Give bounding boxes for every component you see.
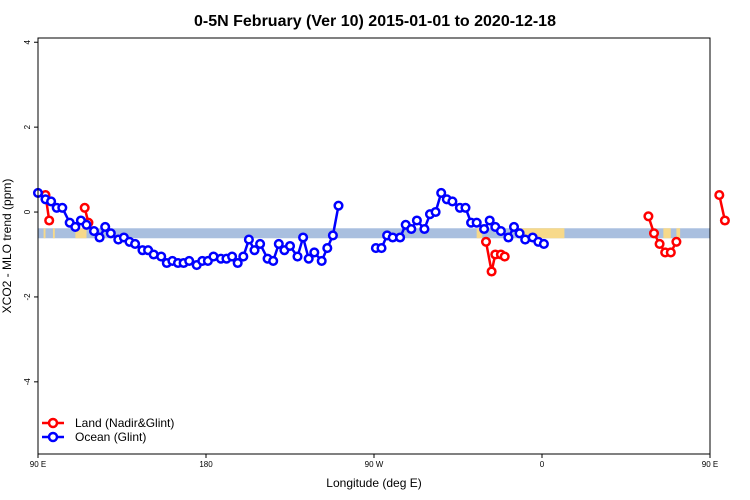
legend-land-marker: [47, 417, 59, 429]
land-coverage-segment: [476, 228, 483, 239]
ocean-data-point: [100, 221, 111, 232]
x-tick-label: 90 E: [30, 460, 46, 469]
y-axis: 4 2 0 -2 -4: [23, 39, 38, 385]
ocean-data-point: [484, 215, 495, 226]
ocean-data-point: [238, 251, 249, 262]
series-layer: [32, 187, 730, 277]
ocean-data-point: [184, 255, 195, 266]
y-tick-label: -4: [23, 378, 32, 386]
ocean-data-point: [471, 217, 482, 228]
ocean-data-point: [309, 247, 320, 258]
land-data-point: [486, 266, 497, 277]
y-axis-label: XCO2 - MLO trend (ppm): [0, 179, 14, 314]
land-data-point: [654, 238, 665, 249]
x-tick-label: 90 E: [702, 460, 718, 469]
ocean-data-point: [232, 257, 243, 269]
ocean-data-point: [273, 238, 284, 249]
ocean-data-point: [322, 243, 333, 254]
ocean-data-point: [514, 228, 525, 239]
land-data-point: [714, 190, 725, 201]
ocean-data-point: [327, 230, 338, 241]
ocean-data-point: [411, 215, 422, 226]
land-data-point: [648, 228, 660, 239]
land-data-point: [671, 236, 682, 247]
ocean-data-point: [255, 238, 266, 249]
land-data-point: [665, 247, 676, 258]
y-tick-label: 2: [23, 124, 32, 129]
ocean-data-point: [479, 223, 490, 235]
x-axis-label: Longitude (deg E): [326, 476, 421, 490]
ocean-data-point: [88, 226, 100, 237]
ocean-data-point: [130, 238, 141, 249]
y-tick-label: -2: [23, 293, 32, 301]
ocean-data-point: [495, 226, 506, 237]
ocean-data-point: [105, 228, 116, 239]
ocean-data-point: [284, 240, 296, 252]
ocean-data-point: [70, 221, 81, 232]
x-tick-label: 90 W: [365, 460, 384, 469]
land-coverage-segment: [52, 228, 55, 239]
ocean-data-point: [395, 232, 406, 243]
land-data-point: [499, 251, 510, 262]
ocean-data-point: [243, 234, 254, 245]
land-coverage-segment: [75, 228, 87, 239]
x-tick-label: 0: [540, 460, 545, 469]
ocean-data-point: [503, 232, 514, 243]
ocean-data-point: [292, 251, 303, 262]
ocean-data-point: [156, 251, 167, 262]
land-coverage-segment: [517, 228, 565, 239]
land-data-point: [44, 215, 55, 226]
ocean-data-point: [508, 221, 520, 232]
ocean-data-point: [316, 255, 327, 266]
ocean-data-point: [303, 253, 314, 264]
x-tick-label: 180: [199, 460, 213, 469]
land-data-point: [643, 211, 654, 222]
band-layer: [38, 228, 710, 239]
ocean-data-point: [57, 202, 68, 213]
legend: Land (Nadir&Glint) Ocean (Glint): [42, 416, 174, 444]
ocean-data-point: [406, 223, 417, 235]
legend-ocean-marker: [47, 431, 59, 443]
ocean-data-point: [268, 255, 279, 266]
land-coverage-segment: [43, 228, 46, 239]
ocean-data-point: [46, 196, 57, 207]
ocean-data-point: [419, 223, 430, 235]
chart-title: 0-5N February (Ver 10) 2015-01-01 to 202…: [194, 13, 556, 30]
ocean-data-point: [94, 232, 105, 243]
ocean-data-point: [538, 238, 549, 249]
land-coverage-segment: [676, 228, 681, 239]
ocean-data-point: [447, 196, 458, 207]
ocean-coverage-band: [38, 228, 710, 239]
ocean-data-point: [376, 243, 387, 254]
ocean-data-point: [436, 187, 447, 198]
legend-land-label: Land (Nadir&Glint): [75, 416, 174, 430]
y-tick-label: 4: [23, 39, 32, 44]
ocean-data-point: [81, 219, 92, 230]
land-data-point: [719, 215, 730, 226]
ocean-data-point: [298, 232, 309, 243]
ocean-data-point: [227, 251, 238, 262]
ocean-data-point: [249, 245, 260, 256]
ocean-data-point: [460, 202, 471, 213]
land-data-point: [480, 236, 492, 247]
land-coverage-segment: [663, 228, 671, 239]
ocean-data-point: [333, 200, 344, 211]
y-tick-label: 0: [23, 209, 32, 214]
ocean-data-point: [430, 206, 441, 218]
legend-ocean-label: Ocean (Glint): [75, 430, 146, 444]
land-data-point: [79, 202, 90, 213]
